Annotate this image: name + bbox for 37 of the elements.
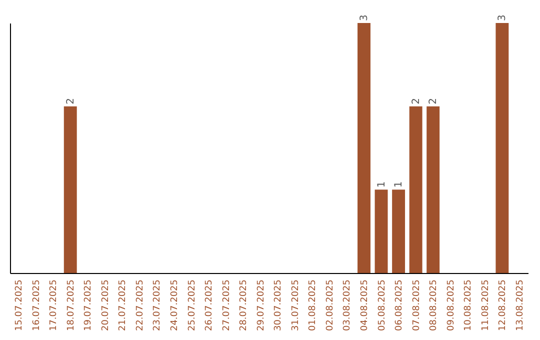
data-label: 1 [394,181,405,188]
x-tick-label: 31.07.2025 [290,280,301,332]
x-tick-label: 07.08.2025 [412,280,422,332]
data-label: 2 [410,98,422,104]
x-tick-label: 28.07.2025 [239,280,250,332]
x-tick-label: 08.08.2025 [429,280,440,332]
x-tick-label: 05.08.2025 [377,280,388,332]
x-tick-label: 26.07.2025 [204,280,215,332]
x-tick-label: 03.08.2025 [342,280,353,332]
data-label: 3 [359,14,370,21]
x-tick-label: 10.08.2025 [464,280,474,332]
x-tick-label: 20.07.2025 [100,280,111,332]
x-tick-label: 24.07.2025 [170,280,180,332]
x-tick-label: 27.07.2025 [222,280,232,332]
x-tick-label: 23.07.2025 [152,280,163,332]
x-tick-label: 25.07.2025 [187,280,198,332]
x-tick-label: 22.07.2025 [135,280,146,332]
x-tick-label: 16.07.2025 [32,280,42,332]
x-tick-label: 11.08.2025 [480,280,491,332]
x-tick-label: 30.07.2025 [274,280,284,332]
x-tick-label: 13.08.2025 [515,280,526,332]
x-tick-label: 04.08.2025 [360,280,370,332]
x-tick-label: 21.07.2025 [118,280,128,332]
data-label: 1 [376,181,388,188]
x-tick-label: 06.08.2025 [394,280,405,332]
x-tick-label: 01.08.2025 [308,280,318,332]
x-tick-label: 09.08.2025 [446,280,456,332]
x-tick-label: 19.07.2025 [84,280,94,332]
x-tick-label: 02.08.2025 [325,280,336,332]
data-label: 2 [428,98,440,104]
x-tick-label: 12.08.2025 [498,280,508,332]
x-tick-label: 18.07.2025 [66,280,76,332]
data-label: 3 [497,14,508,21]
x-tick-label: 15.07.2025 [14,280,25,332]
data-label: 2 [65,98,76,104]
x-tick-label: 29.07.2025 [256,280,266,332]
x-tick-label: 17.07.2025 [49,280,60,332]
